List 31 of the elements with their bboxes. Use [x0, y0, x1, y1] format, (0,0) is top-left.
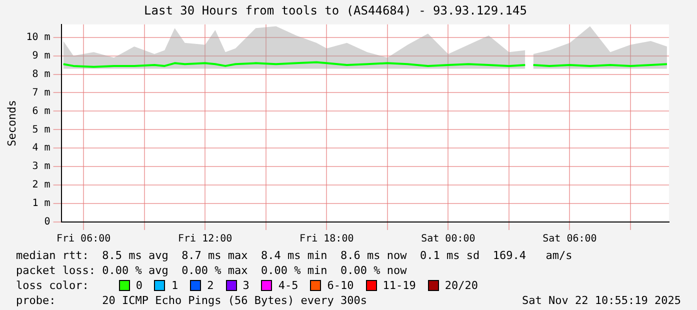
y-tick-label: 5 m — [32, 124, 50, 136]
y-tick-label: 8 m — [32, 68, 50, 80]
chart-title: Last 30 Hours from tools to (AS44684) - 93.93.129.145 — [144, 3, 527, 18]
y-tick-label: 6 m — [32, 106, 50, 117]
text: probe: 20 ICMP Echo Pings (56 Bytes) every 300s — [16, 293, 367, 308]
text: packet loss: 0.00 % avg 0.00 % max 0.00 % min 0.00 % now — [16, 263, 408, 278]
text: 1 — [171, 278, 178, 293]
y-tick-label: 0 — [44, 216, 50, 228]
y-tick-label: 4 m — [32, 142, 50, 154]
text: 20/20 — [444, 278, 478, 293]
x-tick-label: Fri 18:00 — [300, 234, 354, 245]
text: 3 — [242, 278, 250, 293]
x-tick-label: Fri 06:00 — [56, 234, 111, 245]
x-tick-label: Sat 06:00 — [542, 234, 597, 245]
x-tick-label: Fri 12:00 — [178, 234, 232, 245]
text: median rtt: 8.5 ms avg 8.7 ms max 8.4 ms min 8.6 ms now 0.1 ms sd 169.4 am/s — [16, 248, 574, 263]
text: 0 — [136, 278, 142, 293]
y-tick-label: 9 m — [32, 50, 50, 62]
y-tick-label: 10 m — [26, 32, 50, 43]
text: Sat Nov 22 10:55:19 2025 — [522, 293, 681, 308]
x-tick-label: Sat 00:00 — [421, 234, 476, 245]
text: 11-19 — [382, 278, 416, 293]
text: 4-5 — [278, 278, 298, 293]
text: 6-10 — [327, 278, 354, 293]
y-tick-label: 1 m — [32, 198, 50, 210]
text: 2 — [207, 278, 214, 293]
y-tick-label: 3 m — [32, 161, 50, 172]
y-axis-title: Seconds — [5, 100, 18, 146]
y-tick-label: 2 m — [32, 180, 50, 191]
y-tick-label: 7 m — [32, 87, 50, 98]
text: loss color: — [16, 278, 89, 293]
